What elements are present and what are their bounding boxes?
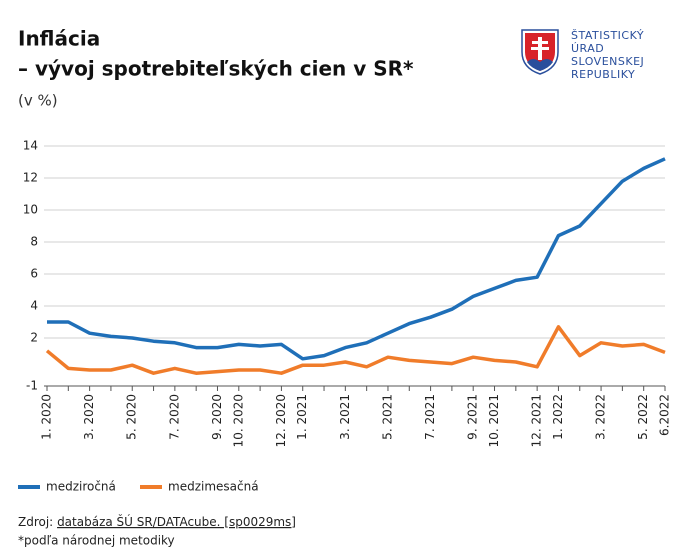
x-tick-label: 5. 2021 bbox=[380, 394, 394, 440]
x-tick-label: 6.2022 bbox=[658, 394, 672, 436]
x-tick-label: 3. 2020 bbox=[82, 394, 96, 440]
x-tick-label: 12. 2020 bbox=[274, 394, 288, 447]
source: Zdroj: databáza ŠÚ SR/DATAcube. [sp0029m… bbox=[18, 514, 296, 529]
chart-subtitle: – vývoj spotrebiteľských cien v SR* bbox=[18, 57, 414, 81]
logo-shield bbox=[521, 29, 559, 75]
x-tick-label: 10. 2021 bbox=[487, 394, 501, 447]
x-tick-label: 1. 2020 bbox=[40, 394, 54, 440]
x-tick-label: 1. 2022 bbox=[551, 394, 565, 440]
y-tick-label: 10 bbox=[23, 203, 38, 217]
x-tick-label: 9. 2020 bbox=[210, 394, 224, 440]
unit-label: (v %) bbox=[18, 92, 58, 110]
x-tick-label: 12. 2021 bbox=[530, 394, 544, 447]
y-tick-label: 12 bbox=[23, 171, 38, 185]
x-tick-label: 10. 2020 bbox=[231, 394, 245, 447]
logo-text: REPUBLIKY bbox=[571, 68, 635, 81]
y-tick-label: 14 bbox=[23, 139, 38, 153]
source-link[interactable]: databáza ŠÚ SR/DATAcube. [sp0029ms] bbox=[57, 514, 296, 529]
y-tick-label: 2 bbox=[30, 331, 38, 345]
legend-label: medziročná bbox=[46, 480, 116, 494]
footnote: *podľa národnej metodiky bbox=[18, 534, 175, 548]
data-line bbox=[45, 325, 666, 375]
x-tick-label: 3. 2022 bbox=[594, 394, 608, 440]
logo-text: SLOVENSKEJ bbox=[571, 55, 644, 68]
y-tick-label: 6 bbox=[30, 267, 38, 281]
chart-title: Inflácia bbox=[18, 27, 100, 51]
logo-text: ÚRAD bbox=[571, 42, 604, 55]
legend-label: medzimesačná bbox=[168, 480, 259, 494]
data-line bbox=[47, 157, 666, 361]
y-tick-label: 8 bbox=[30, 235, 38, 249]
y-tick-label: -1 bbox=[26, 379, 38, 393]
source-prefix: Zdroj: bbox=[18, 515, 53, 529]
x-tick-label: 7. 2021 bbox=[423, 394, 437, 440]
x-tick-label: 3. 2021 bbox=[338, 394, 352, 440]
x-tick-label: 1. 2021 bbox=[295, 394, 309, 440]
y-tick-label: 4 bbox=[30, 299, 38, 313]
x-tick-label: 5. 2022 bbox=[636, 394, 650, 440]
logo-text: ŠTATISTICKÝ bbox=[571, 29, 644, 42]
x-tick-label: 7. 2020 bbox=[167, 394, 181, 440]
x-tick-label: 5. 2020 bbox=[125, 394, 139, 440]
x-tick-label: 9. 2021 bbox=[466, 394, 480, 440]
